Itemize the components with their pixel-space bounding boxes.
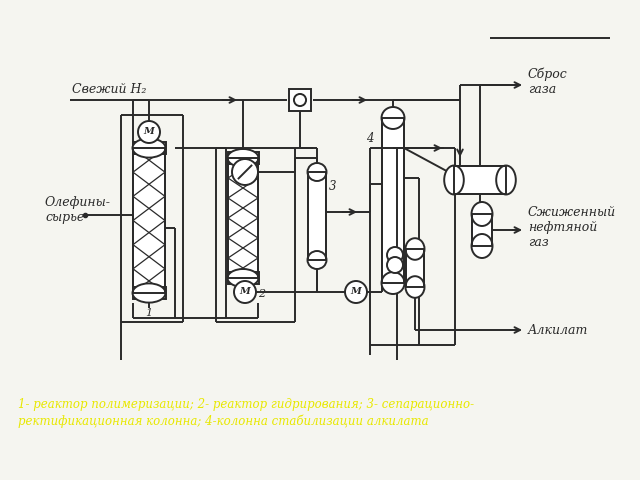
Bar bbox=[406, 249, 424, 287]
Ellipse shape bbox=[472, 202, 493, 226]
Text: M: M bbox=[239, 288, 250, 297]
Circle shape bbox=[345, 281, 367, 303]
Text: Олефины-
сырье: Олефины- сырье bbox=[45, 196, 111, 224]
Ellipse shape bbox=[132, 283, 166, 302]
Text: 1- реактор полимеризации; 2- реактор гидрирования; 3- сепарационно-: 1- реактор полимеризации; 2- реактор гид… bbox=[18, 398, 474, 411]
Bar bbox=[289, 89, 311, 111]
Circle shape bbox=[138, 121, 160, 143]
Text: M: M bbox=[143, 128, 154, 136]
Ellipse shape bbox=[406, 238, 424, 260]
Ellipse shape bbox=[132, 138, 166, 157]
Circle shape bbox=[294, 94, 306, 106]
Text: Свежий H₂: Свежий H₂ bbox=[72, 83, 147, 96]
Bar bbox=[228, 158, 258, 278]
Bar bbox=[308, 172, 326, 260]
Ellipse shape bbox=[307, 251, 326, 269]
Text: 1: 1 bbox=[145, 308, 152, 318]
Ellipse shape bbox=[472, 234, 493, 258]
Circle shape bbox=[232, 159, 258, 185]
Circle shape bbox=[234, 281, 256, 303]
Ellipse shape bbox=[496, 166, 516, 194]
Bar bbox=[472, 214, 492, 246]
Ellipse shape bbox=[381, 107, 404, 129]
Text: Сжиженный
нефтяной
газ: Сжиженный нефтяной газ bbox=[528, 206, 616, 250]
Ellipse shape bbox=[307, 163, 326, 181]
Bar bbox=[132, 287, 166, 300]
Text: ректификационная колонна; 4-колонна стабилизации алкилата: ректификационная колонна; 4-колонна стаб… bbox=[18, 415, 429, 429]
Bar bbox=[133, 148, 165, 293]
Bar bbox=[454, 166, 506, 194]
Circle shape bbox=[387, 247, 403, 263]
Bar bbox=[308, 172, 326, 260]
Ellipse shape bbox=[227, 149, 259, 167]
Bar bbox=[382, 118, 404, 283]
Ellipse shape bbox=[444, 166, 464, 194]
Text: Алкилат: Алкилат bbox=[528, 324, 588, 336]
Ellipse shape bbox=[227, 269, 259, 287]
Ellipse shape bbox=[381, 272, 404, 294]
Text: 4: 4 bbox=[367, 132, 374, 144]
Circle shape bbox=[387, 257, 403, 273]
Text: Сброс
газа: Сброс газа bbox=[528, 68, 568, 96]
Bar bbox=[227, 272, 259, 284]
Bar bbox=[228, 158, 258, 278]
Bar bbox=[133, 148, 165, 293]
Bar bbox=[454, 166, 506, 194]
Bar bbox=[382, 118, 404, 283]
Text: 3: 3 bbox=[329, 180, 337, 193]
Bar bbox=[406, 249, 424, 287]
Text: 2: 2 bbox=[258, 289, 265, 299]
Text: M: M bbox=[351, 288, 362, 297]
Bar bbox=[227, 152, 259, 164]
Bar bbox=[472, 214, 492, 246]
Ellipse shape bbox=[406, 276, 424, 298]
Bar bbox=[132, 142, 166, 155]
